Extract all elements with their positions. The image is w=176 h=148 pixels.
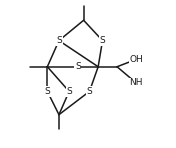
Text: S: S — [87, 87, 92, 96]
Text: S: S — [45, 87, 50, 96]
Text: S: S — [66, 87, 72, 96]
Text: S: S — [100, 36, 105, 45]
Text: NH: NH — [129, 78, 143, 87]
Text: S: S — [75, 62, 81, 71]
Text: OH: OH — [129, 55, 143, 64]
Text: S: S — [56, 36, 62, 45]
